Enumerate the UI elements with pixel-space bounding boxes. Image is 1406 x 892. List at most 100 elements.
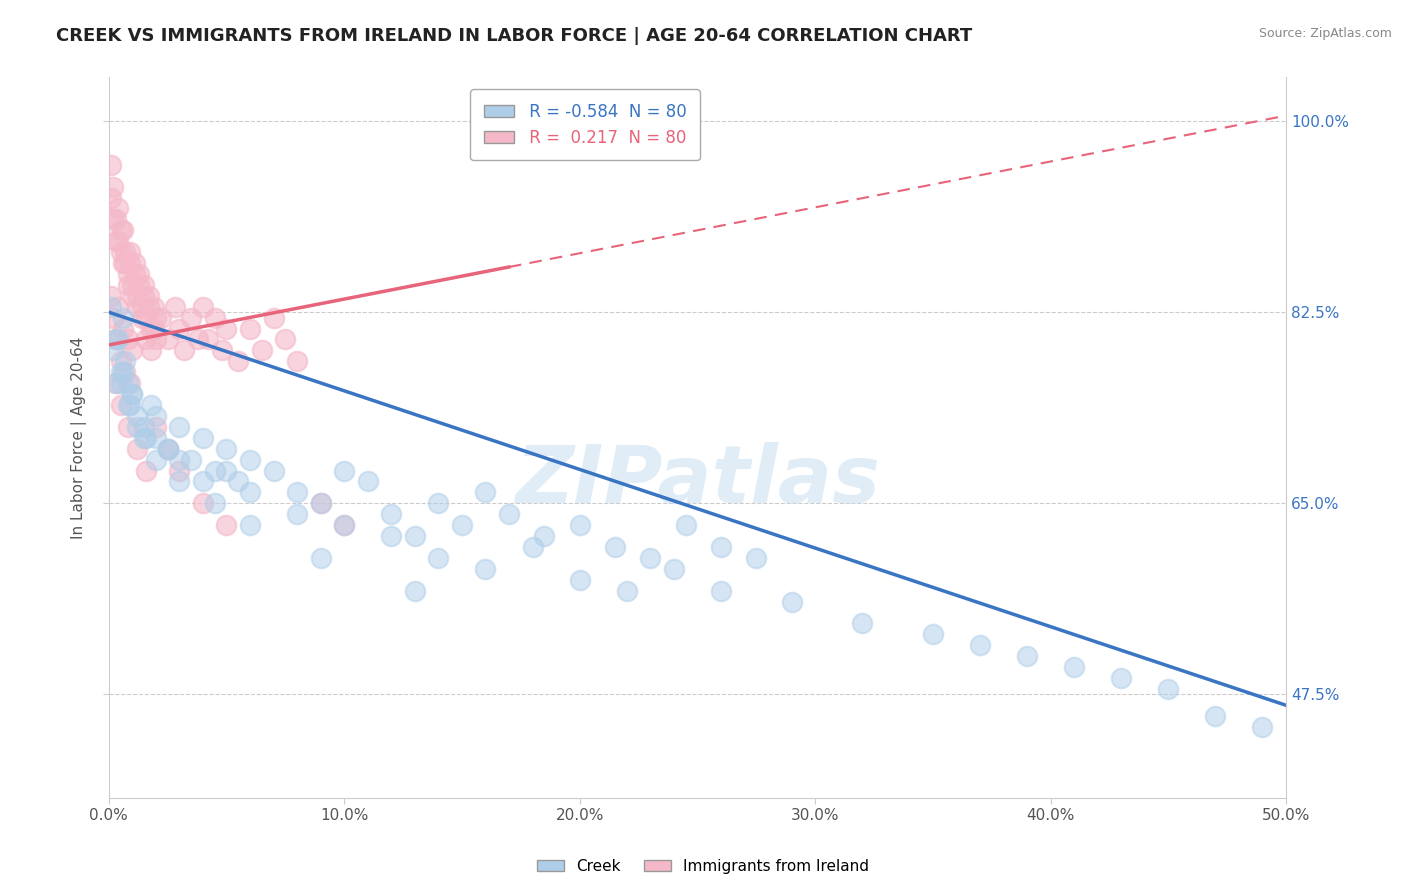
Point xyxy=(145,420,167,434)
Point xyxy=(380,507,402,521)
Text: ZIPatlas: ZIPatlas xyxy=(515,442,880,520)
Point xyxy=(125,409,148,423)
Point xyxy=(110,398,132,412)
Point xyxy=(215,463,238,477)
Point xyxy=(522,540,544,554)
Point xyxy=(135,333,157,347)
Point xyxy=(111,321,134,335)
Text: CREEK VS IMMIGRANTS FROM IRELAND IN LABOR FORCE | AGE 20-64 CORRELATION CHART: CREEK VS IMMIGRANTS FROM IRELAND IN LABO… xyxy=(56,27,973,45)
Point xyxy=(156,442,179,456)
Point xyxy=(111,365,134,379)
Point xyxy=(1251,720,1274,734)
Point xyxy=(104,333,127,347)
Point xyxy=(118,245,141,260)
Point xyxy=(141,398,163,412)
Point xyxy=(117,398,139,412)
Point xyxy=(274,333,297,347)
Point xyxy=(309,550,332,565)
Point xyxy=(104,333,127,347)
Point xyxy=(138,300,160,314)
Point xyxy=(285,354,308,368)
Point xyxy=(111,310,134,325)
Point xyxy=(169,321,191,335)
Point xyxy=(110,365,132,379)
Point xyxy=(125,442,148,456)
Point xyxy=(191,496,214,510)
Point xyxy=(110,245,132,260)
Point xyxy=(191,475,214,489)
Legend: Creek, Immigrants from Ireland: Creek, Immigrants from Ireland xyxy=(530,853,876,880)
Point xyxy=(568,518,591,533)
Point xyxy=(135,310,157,325)
Point xyxy=(1204,709,1226,723)
Point xyxy=(131,300,153,314)
Point xyxy=(215,518,238,533)
Point xyxy=(180,310,202,325)
Point xyxy=(191,300,214,314)
Point xyxy=(117,277,139,292)
Point xyxy=(187,333,209,347)
Point xyxy=(110,354,132,368)
Text: Source: ZipAtlas.com: Source: ZipAtlas.com xyxy=(1258,27,1392,40)
Point xyxy=(173,343,195,358)
Point xyxy=(118,256,141,270)
Point xyxy=(103,179,125,194)
Point xyxy=(474,562,496,576)
Point xyxy=(125,289,148,303)
Point xyxy=(145,431,167,445)
Point xyxy=(921,627,943,641)
Point xyxy=(204,310,226,325)
Point xyxy=(138,289,160,303)
Point xyxy=(710,583,733,598)
Point xyxy=(132,420,155,434)
Point xyxy=(156,442,179,456)
Point xyxy=(1063,660,1085,674)
Point xyxy=(197,333,219,347)
Point xyxy=(451,518,474,533)
Point xyxy=(100,300,122,314)
Point xyxy=(215,442,238,456)
Point xyxy=(662,562,685,576)
Point xyxy=(103,343,125,358)
Point xyxy=(1157,681,1180,696)
Y-axis label: In Labor Force | Age 20-64: In Labor Force | Age 20-64 xyxy=(72,336,87,539)
Point xyxy=(131,310,153,325)
Point xyxy=(114,354,136,368)
Point xyxy=(404,529,426,543)
Point xyxy=(125,420,148,434)
Point xyxy=(100,190,122,204)
Point xyxy=(333,518,356,533)
Point xyxy=(121,343,143,358)
Point xyxy=(104,212,127,227)
Point xyxy=(141,343,163,358)
Point xyxy=(226,475,249,489)
Point xyxy=(180,452,202,467)
Point xyxy=(745,550,768,565)
Point xyxy=(204,496,226,510)
Point xyxy=(285,507,308,521)
Point xyxy=(125,300,148,314)
Point xyxy=(145,452,167,467)
Point xyxy=(239,485,262,500)
Point xyxy=(118,398,141,412)
Point xyxy=(145,333,167,347)
Point xyxy=(211,343,233,358)
Point xyxy=(104,234,127,248)
Point xyxy=(215,321,238,335)
Point xyxy=(474,485,496,500)
Point xyxy=(104,376,127,391)
Point xyxy=(149,310,172,325)
Point xyxy=(427,550,450,565)
Point xyxy=(616,583,638,598)
Point xyxy=(135,463,157,477)
Point xyxy=(121,289,143,303)
Point xyxy=(427,496,450,510)
Point xyxy=(124,256,146,270)
Point xyxy=(118,376,141,391)
Point xyxy=(117,376,139,391)
Point xyxy=(100,158,122,172)
Point xyxy=(145,310,167,325)
Point xyxy=(204,463,226,477)
Point xyxy=(1015,649,1038,664)
Point xyxy=(404,583,426,598)
